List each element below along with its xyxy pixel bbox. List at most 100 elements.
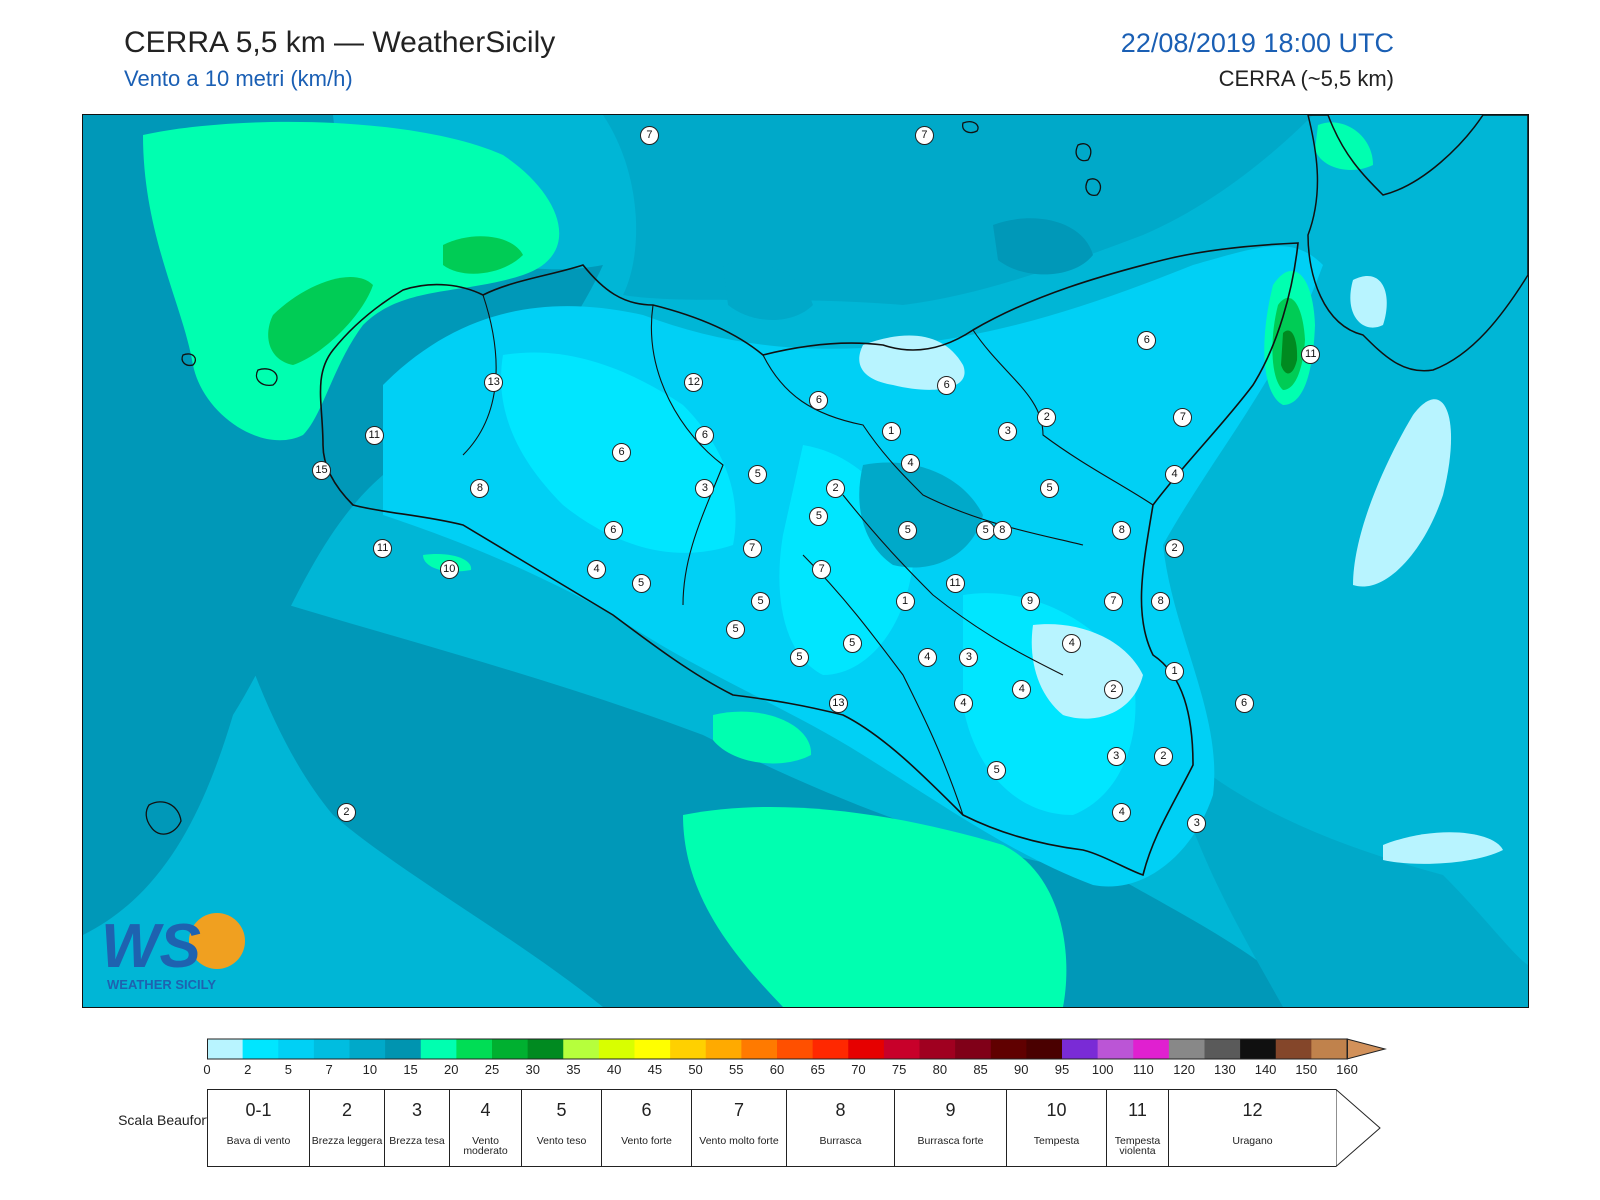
colorbar-cell — [670, 1039, 707, 1059]
beaufort-number: 9 — [945, 1100, 956, 1120]
beaufort-arrow — [1336, 1089, 1381, 1168]
station-value: 2 — [826, 478, 846, 498]
colorbar-tick-label: 160 — [1336, 1062, 1358, 1077]
beaufort-number: 8 — [835, 1100, 846, 1120]
colorbar-tick-label: 150 — [1295, 1062, 1318, 1077]
beaufort-description: Tempesta violenta — [1114, 1135, 1161, 1157]
station-value: 11 — [945, 573, 965, 593]
strait-jet-core — [1281, 330, 1298, 374]
colorbar-cell — [883, 1039, 920, 1059]
beaufort-number: 4 — [480, 1100, 491, 1120]
beaufort-description: Brezza tesa — [389, 1135, 445, 1147]
map-title: CERRA 5,5 km — WeatherSicily — [124, 26, 556, 59]
station-value: 1 — [1165, 662, 1185, 682]
wind-field — [83, 115, 1528, 1007]
logo-sun-icon — [189, 913, 245, 969]
station-value: 5 — [631, 573, 651, 593]
colorbar-tick-label: 50 — [688, 1062, 703, 1077]
station-value: 6 — [612, 443, 632, 463]
colorbar-tick-label: 20 — [444, 1062, 459, 1077]
colorbar-cell — [1311, 1039, 1348, 1059]
colorbar-tick-label: 55 — [729, 1062, 744, 1077]
station-value: 8 — [470, 478, 490, 498]
station-value: 9 — [1020, 591, 1040, 611]
station-value: 6 — [809, 390, 829, 410]
beaufort-cell: 7 Vento molto forte — [691, 1089, 786, 1167]
station-value: 2 — [1165, 538, 1185, 558]
station-value: 2 — [1103, 679, 1123, 699]
station-value: 5 — [898, 521, 918, 541]
station-value: 4 — [901, 454, 921, 474]
station-value: 5 — [789, 647, 809, 667]
beaufort-cell: 2 Brezza leggera — [309, 1089, 384, 1167]
station-value: 6 — [1234, 693, 1254, 713]
station-value: 4 — [1165, 464, 1185, 484]
colorbar-tick-label: 130 — [1213, 1062, 1236, 1077]
colorbar-tick-label: 30 — [525, 1062, 540, 1077]
stronger-wind-core-northwest — [268, 276, 373, 365]
station-value: 6 — [695, 425, 715, 445]
beaufort-description: Burrasca — [819, 1135, 862, 1147]
beaufort-cell: 6 Vento forte — [601, 1089, 691, 1167]
station-value: 4 — [1112, 803, 1132, 823]
station-value: 7 — [1103, 591, 1123, 611]
station-value: 7 — [812, 559, 832, 579]
colorbar-cell — [385, 1039, 422, 1059]
station-value: 7 — [639, 126, 659, 146]
weather-sicily-logo: WS WEATHER SICILY — [101, 912, 245, 992]
wind-map: 7 7 6 11 6 13 12 6 2 7 11 6 1 3 6 4 15 5 4 8 3 2 5 5 5 5 8 8 6 7 11 2 10… — [82, 114, 1529, 1008]
colorbar-cell — [456, 1039, 493, 1059]
colorbar-tick-label: 0 — [203, 1062, 211, 1077]
station-value: 6 — [603, 521, 623, 541]
station-value: 4 — [917, 647, 937, 667]
colorbar-cell — [990, 1039, 1027, 1059]
beaufort-cell: 0-1 Bava di vento — [207, 1089, 309, 1167]
beaufort-cell: 12 Uragano — [1168, 1089, 1336, 1167]
sea-dark-patch — [993, 218, 1093, 275]
beaufort-description: Burrasca forte — [917, 1135, 984, 1147]
colorbar-extend-arrow — [1346, 1038, 1387, 1060]
land-dark-north — [723, 262, 813, 320]
station-value: 6 — [1137, 330, 1157, 350]
beaufort-number: 12 — [1242, 1100, 1263, 1120]
beaufort-description: Vento teso — [536, 1135, 587, 1147]
station-value: 2 — [336, 803, 356, 823]
station-value: 5 — [1040, 478, 1060, 498]
station-value: 5 — [751, 591, 771, 611]
colorbar-cell — [313, 1039, 350, 1059]
station-value: 10 — [439, 559, 459, 579]
colorbar-tick-label: 70 — [851, 1062, 866, 1077]
model-name: CERRA (~5,5 km) — [1218, 66, 1394, 91]
colorbar-tick-label: 7 — [325, 1062, 333, 1077]
colorbar-cell — [1240, 1039, 1277, 1059]
land-dark-core — [859, 462, 983, 568]
colorbar-cell — [527, 1039, 564, 1059]
station-value: 3 — [959, 647, 979, 667]
colorbar-cell — [1097, 1039, 1134, 1059]
beaufort-cell: 9 Burrasca forte — [894, 1089, 1006, 1167]
colorbar-cell — [349, 1039, 386, 1059]
colorbar-tick-label: 5 — [284, 1062, 293, 1077]
calm-area-sea-east — [1350, 276, 1387, 328]
station-value: 13 — [828, 693, 848, 713]
logo-letters: WS — [101, 912, 201, 981]
beaufort-description: Tempesta — [1033, 1135, 1080, 1147]
colorbar-tick-label: 25 — [484, 1062, 500, 1077]
colorbar-frame — [207, 1038, 1348, 1060]
station-value: 2 — [1037, 408, 1057, 428]
calm-area-sea-southeast — [1383, 832, 1503, 864]
station-value: 3 — [998, 422, 1018, 442]
map-subtitle: Vento a 10 metri (km/h) — [124, 66, 353, 91]
beaufort-cell: 4 Vento moderato — [449, 1089, 521, 1167]
station-value: 7 — [914, 126, 934, 146]
colorbar-tick-label: 100 — [1091, 1062, 1114, 1077]
beaufort-number: 3 — [411, 1100, 422, 1120]
colorbar-tick-label: 40 — [606, 1062, 622, 1077]
colorbar-tick-label: 60 — [769, 1062, 785, 1077]
station-value: 5 — [726, 619, 746, 639]
valid-datetime: 22/08/2019 18:00 UTC — [1120, 28, 1394, 58]
colorbar-cell — [777, 1039, 814, 1059]
colorbar-tick-label: 75 — [891, 1062, 907, 1077]
beaufort-number: 0-1 — [245, 1100, 272, 1120]
station-value: 3 — [1106, 746, 1126, 766]
